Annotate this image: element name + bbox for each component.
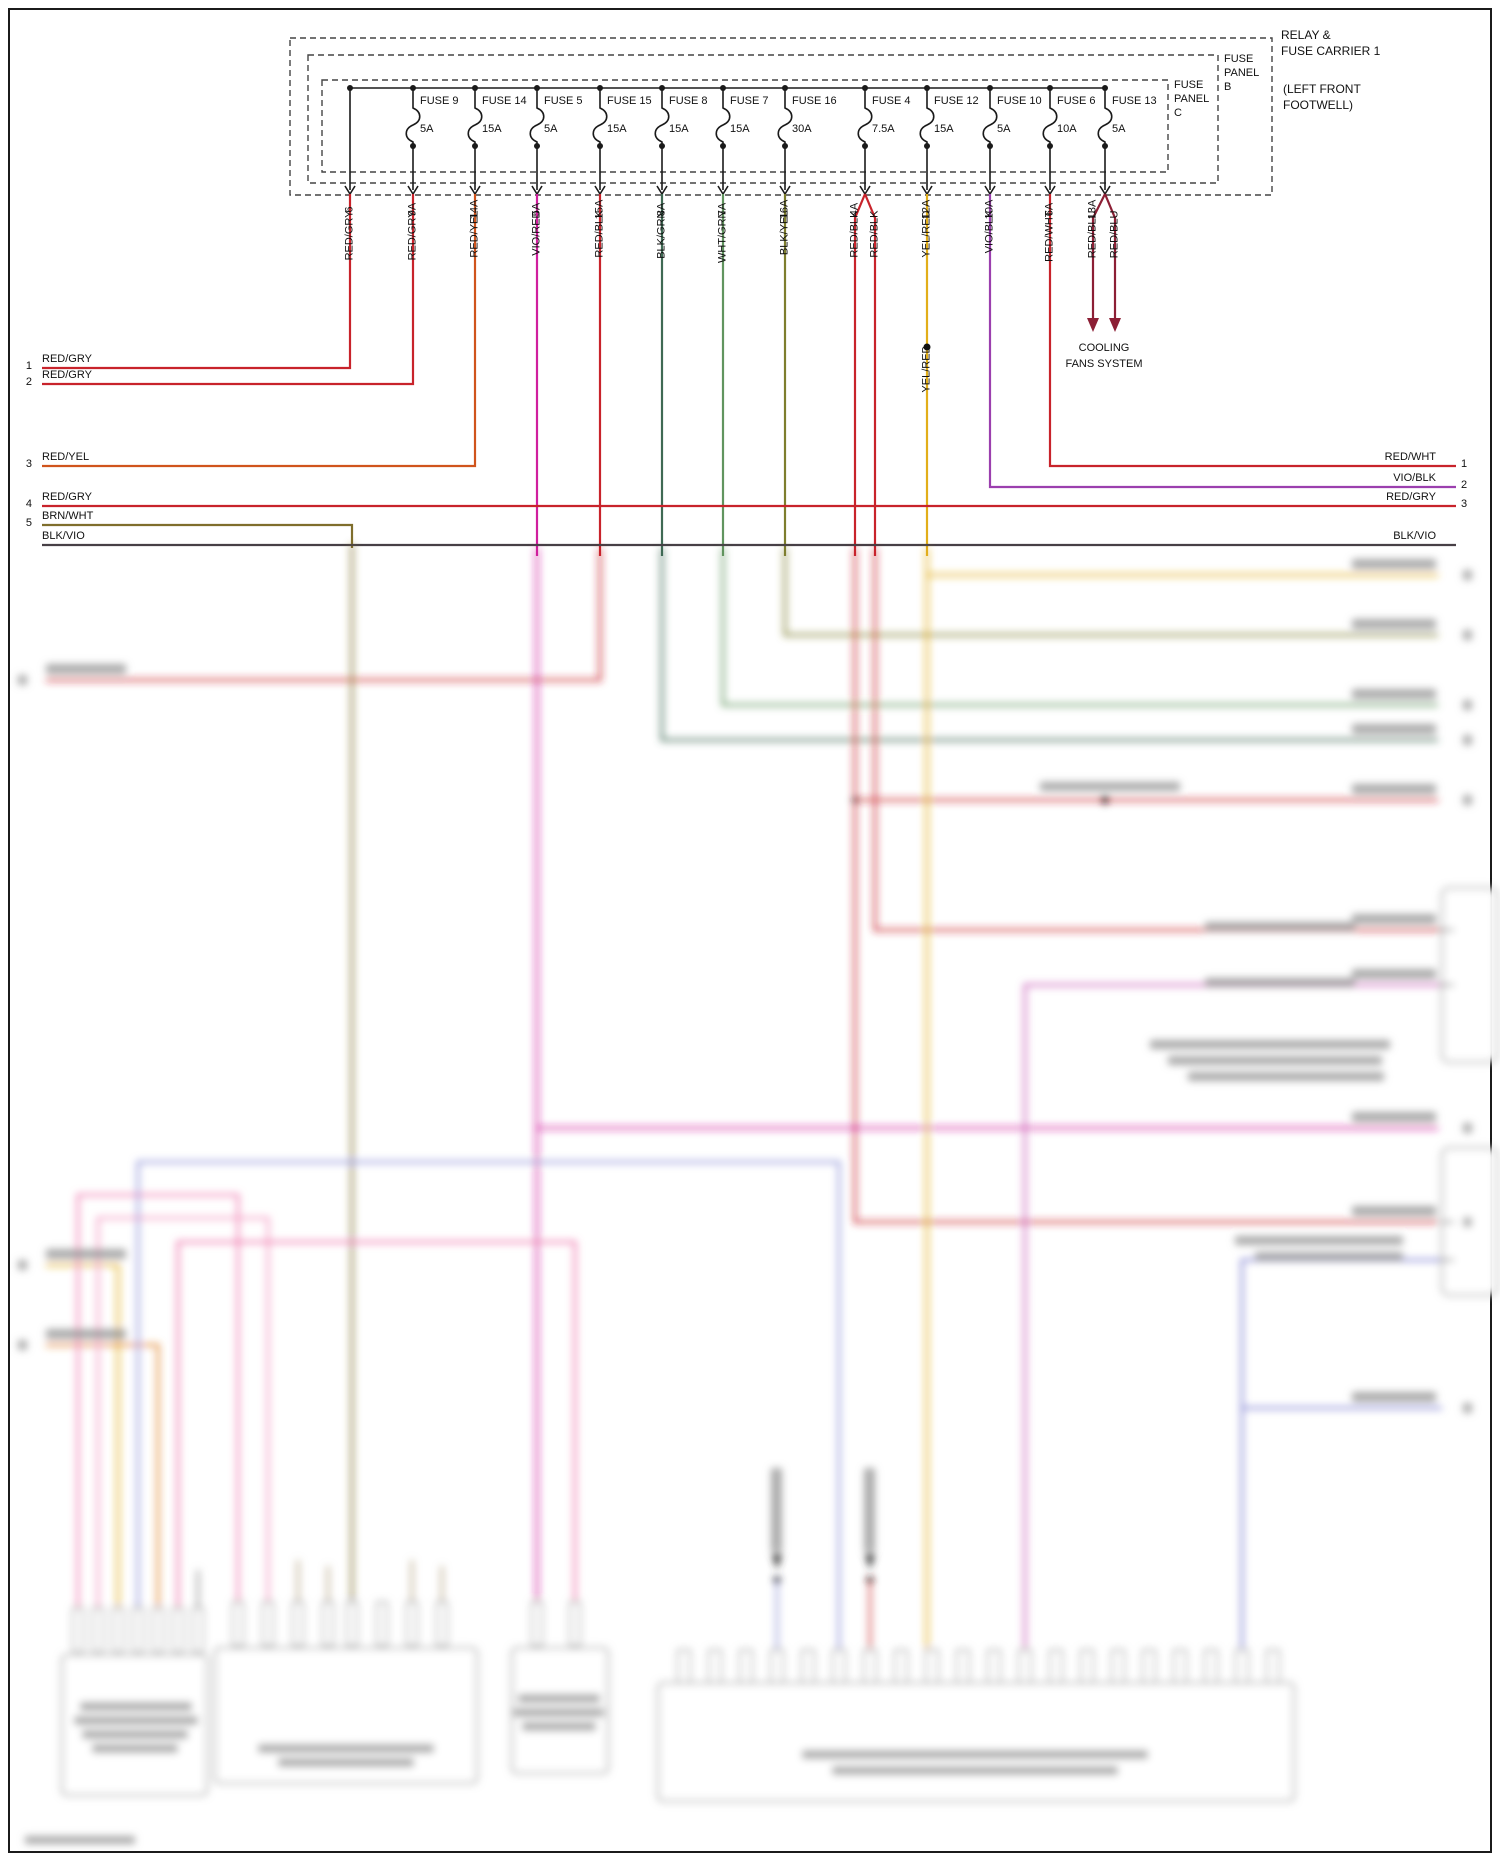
right-pin-label: BLK/VIO: [1393, 530, 1436, 542]
wire-color: RED/WHT: [1043, 210, 1056, 262]
wire-color: VIO/RED: [530, 210, 543, 256]
fuse-panel-b-box: [307, 54, 1219, 184]
cooling-fans-label-1: COOLING: [1078, 342, 1130, 354]
fuse-amp: 30A: [792, 123, 812, 135]
fuse-amp: 5A: [997, 123, 1011, 135]
fuse-amp: 15A: [730, 123, 750, 135]
right-pin-number: 1: [1461, 458, 1468, 470]
wire-red-blu-13a: [1091, 193, 1106, 320]
wire-color: RED/BLU: [1086, 210, 1099, 259]
wire-color: RED/GRY: [406, 210, 419, 261]
right-pin-number: 3: [1461, 498, 1468, 510]
relay-carrier-title-line2: FUSE CARRIER 1: [1281, 44, 1381, 58]
fuse-amp: 10A: [1057, 123, 1077, 135]
wire-vio-blk-10a: [988, 194, 1456, 489]
fuse-amp: 15A: [934, 123, 954, 135]
wire-color: BLK/YEL: [778, 210, 791, 256]
wire-color: RED/YEL: [468, 210, 481, 258]
right-pin-label: RED/WHT: [1384, 451, 1436, 463]
fuse-panel-c-label-2: PANEL: [1174, 93, 1210, 105]
fuse-amp: 5A: [1112, 123, 1126, 135]
component-box-4: [657, 1682, 1295, 1802]
right-pin-label: RED/GRY: [1386, 491, 1436, 503]
fuse-panel-c-label-3: C: [1174, 107, 1182, 119]
junction-wire-label: YEL/RED: [920, 345, 933, 393]
right-connector-box-1: [1441, 887, 1498, 1063]
right-pin-label: VIO/BLK: [1393, 472, 1436, 484]
relay-carrier-location-line1: (LEFT FRONT: [1283, 82, 1361, 96]
fuse-name: FUSE 4: [872, 95, 911, 107]
wire-color: RED/BLK: [868, 210, 881, 258]
junction-dot: [923, 343, 931, 351]
relay-fuse-carrier-boxes: [289, 37, 1273, 196]
left-pin-number: 2: [25, 376, 32, 388]
left-pin-label: RED/GRY: [42, 491, 92, 503]
wire-red-gry-6: [42, 194, 352, 370]
wire-color: RED/GRY: [343, 210, 356, 261]
fuse-amp: 15A: [482, 123, 502, 135]
wire-color: YEL/RED: [920, 210, 933, 258]
fuse-name: FUSE 13: [1112, 95, 1157, 107]
blurred-section: [18, 544, 1498, 1844]
relay-carrier-location-line2: FOOTWELL): [1283, 98, 1354, 112]
wire-red-blu-13b: [1103, 193, 1117, 320]
fuse-amp: 5A: [420, 123, 434, 135]
wire-color: RED/BLU: [1108, 210, 1121, 259]
fuse-name: FUSE 15: [607, 95, 652, 107]
left-pin-number: 5: [25, 517, 32, 529]
fuse-name: FUSE 8: [669, 95, 708, 107]
left-pin-label: BLK/VIO: [42, 530, 85, 542]
fuse-panel-b-label-3: B: [1224, 81, 1232, 93]
cooling-arrow-left: [1087, 318, 1099, 332]
wire-red-blk-4a2: [863, 193, 877, 556]
fuse-bus: [344, 85, 1105, 196]
fuse-name: FUSE 6: [1057, 95, 1096, 107]
fuse-name: FUSE 16: [792, 95, 837, 107]
fuse-panel-c-label-1: FUSE: [1174, 79, 1204, 91]
wire-color: WHT/GRN: [716, 210, 729, 264]
wire-color: BLK/GRN: [655, 210, 668, 259]
wire-red-gry-9a: [42, 194, 415, 386]
cooling-arrow-right: [1109, 318, 1121, 332]
left-pin-number: 4: [25, 498, 32, 510]
cooling-fans-label-2: FANS SYSTEM: [1065, 358, 1143, 370]
wire-brn-wht-row: [42, 523, 354, 548]
wire-red-yel-14a: [42, 194, 477, 468]
fuse-panel-b-label-2: PANEL: [1224, 67, 1260, 79]
fuse-amp: 5A: [544, 123, 558, 135]
wire-color: VIO/BLK: [983, 210, 996, 254]
wire-color: RED/BLK: [848, 210, 861, 258]
fuse-amp: 15A: [607, 123, 627, 135]
left-pin-label: RED/GRY: [42, 353, 92, 365]
fuse-name: FUSE 10: [997, 95, 1042, 107]
fuse-panel-c-box: [321, 79, 1169, 173]
right-pin-number: 2: [1461, 479, 1468, 491]
fuse-name: FUSE 7: [730, 95, 769, 107]
left-pin-label: RED/YEL: [42, 451, 90, 463]
wire-red-wht-6a: [1048, 194, 1456, 468]
wire-red-blk-4a: [853, 193, 867, 556]
fuse-name: FUSE 9: [420, 95, 459, 107]
fuse-name: FUSE 14: [482, 95, 527, 107]
relay-carrier-title-line1: RELAY &: [1281, 28, 1331, 42]
fuse-amp: 7.5A: [872, 123, 895, 135]
left-pin-number: 3: [25, 458, 32, 470]
blurred-text-blobs: [18, 559, 1472, 1844]
left-pin-label: BRN/WHT: [42, 510, 94, 522]
left-pin-number: 1: [25, 360, 32, 372]
wire-color: RED/BLK: [593, 210, 606, 258]
fuse-name: FUSE 12: [934, 95, 979, 107]
fuse-panel-b-label-1: FUSE: [1224, 53, 1254, 65]
wires-sharp: [42, 193, 1456, 556]
left-pin-label: RED/GRY: [42, 369, 92, 381]
fuse-name: FUSE 5: [544, 95, 583, 107]
fuse-amp: 15A: [669, 123, 689, 135]
relay-carrier-box: [289, 37, 1273, 196]
